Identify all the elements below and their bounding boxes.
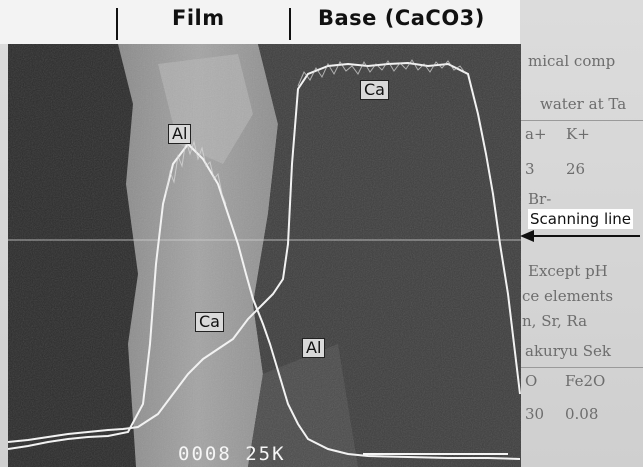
scale-bar — [363, 453, 508, 455]
bg-text-13: Fe2O — [565, 372, 606, 390]
al-label-top: Al — [168, 124, 192, 144]
film-label: Film — [172, 6, 225, 30]
bg-text-6: 26 — [566, 160, 586, 178]
al-trace — [8, 142, 521, 460]
film-left-tick — [116, 8, 118, 40]
bg-text-10: n, Sr, Ra — [522, 312, 588, 330]
bg-text-5: 3 — [525, 160, 535, 178]
bg-text-9: ce elements — [522, 287, 614, 305]
bg-text-12: O — [525, 372, 538, 390]
al-trace-noise — [165, 139, 227, 205]
bg-text-2: water at Ta — [540, 95, 627, 113]
ca-label-top: Ca — [360, 80, 389, 100]
al-label-bottom: Al — [302, 338, 326, 358]
sem-traces-svg — [8, 44, 521, 467]
bg-text-11: akuryu Sek — [525, 342, 612, 360]
bg-text-7: Br- — [528, 190, 552, 208]
bg-text-3: a+ — [525, 125, 547, 143]
base-label: Base (CaCO3) — [318, 6, 485, 30]
bg-rule-2 — [520, 367, 643, 368]
sem-grain — [8, 44, 521, 467]
ca-label-bottom: Ca — [195, 312, 224, 332]
sem-micrograph: Al Ca Ca Al 0008 25K — [8, 44, 521, 467]
bg-text-8: Except pH — [528, 262, 608, 280]
scanning-line-arrow-icon — [520, 230, 640, 242]
film-base-boundary-tick — [289, 8, 291, 40]
sem-footer-code: 0008 25K — [178, 443, 286, 465]
scanning-line-label: Scanning line — [528, 209, 634, 229]
figure-header: Film Base (CaCO3) — [0, 0, 520, 44]
bg-text-14: 30 — [525, 405, 545, 423]
bg-text-15: 0.08 — [565, 405, 599, 423]
bg-text-1: mical comp — [528, 52, 616, 70]
bg-rule-1 — [520, 120, 643, 121]
ca-trace-noise — [297, 59, 467, 87]
ca-trace — [8, 61, 521, 443]
bg-text-4: K+ — [566, 125, 590, 143]
